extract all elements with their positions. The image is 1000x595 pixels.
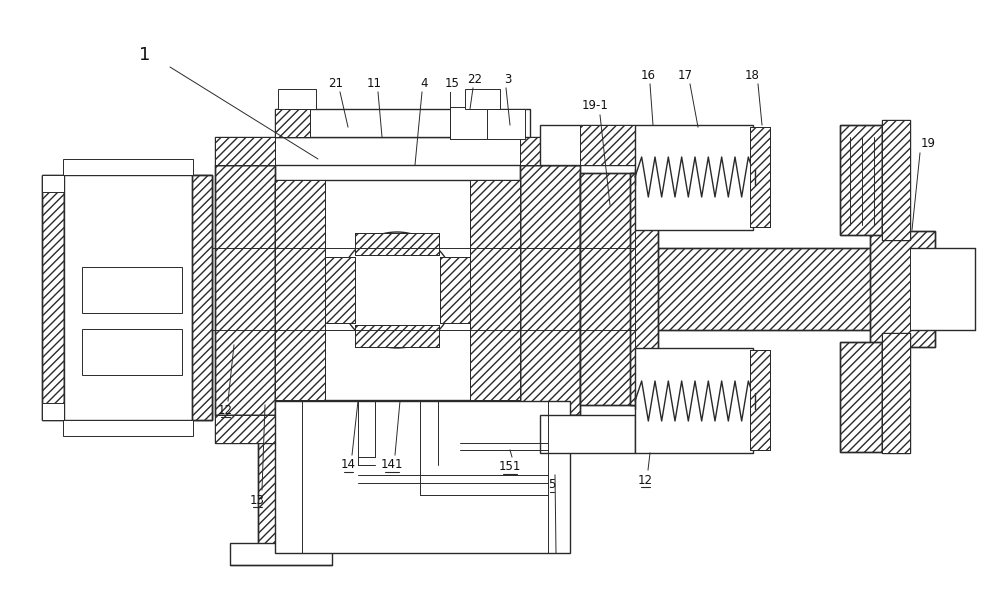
Bar: [882, 120, 910, 240]
Bar: [64, 175, 212, 420]
Bar: [465, 89, 500, 109]
Bar: [910, 248, 975, 330]
Bar: [750, 350, 770, 450]
Bar: [635, 248, 910, 330]
Bar: [325, 257, 355, 323]
Bar: [215, 165, 275, 415]
Bar: [258, 273, 302, 553]
Text: 12: 12: [218, 403, 233, 416]
Text: 15: 15: [445, 77, 459, 89]
Bar: [42, 403, 64, 420]
Text: 21: 21: [329, 77, 344, 89]
Bar: [840, 125, 882, 235]
Bar: [840, 342, 882, 452]
Bar: [192, 175, 212, 420]
Bar: [63, 420, 193, 436]
Text: 151: 151: [499, 461, 521, 474]
Bar: [470, 180, 520, 400]
Bar: [440, 257, 470, 323]
Bar: [882, 333, 910, 453]
Bar: [635, 248, 910, 330]
Bar: [870, 231, 935, 347]
Bar: [278, 89, 316, 109]
Bar: [635, 125, 753, 230]
Text: 17: 17: [678, 68, 692, 82]
Bar: [882, 333, 910, 453]
Bar: [42, 175, 64, 192]
Bar: [215, 165, 275, 415]
Bar: [275, 109, 530, 137]
Text: 19-1: 19-1: [582, 99, 608, 111]
Bar: [275, 401, 570, 553]
Text: 18: 18: [745, 68, 759, 82]
Bar: [275, 180, 325, 400]
Bar: [750, 350, 770, 450]
Bar: [355, 325, 439, 347]
Bar: [275, 180, 520, 400]
Bar: [355, 233, 439, 255]
Bar: [63, 159, 193, 175]
Bar: [470, 180, 520, 400]
Text: 5: 5: [548, 478, 556, 491]
Bar: [275, 180, 325, 400]
Bar: [275, 109, 310, 137]
Bar: [540, 125, 635, 165]
Bar: [520, 165, 580, 415]
Bar: [630, 173, 658, 405]
Bar: [520, 165, 580, 415]
Bar: [440, 257, 470, 323]
Bar: [82, 329, 182, 375]
Bar: [258, 273, 302, 553]
Bar: [215, 137, 580, 165]
Bar: [840, 342, 882, 452]
Bar: [870, 231, 935, 347]
Bar: [520, 415, 580, 443]
Bar: [840, 125, 882, 235]
Bar: [215, 137, 275, 165]
Text: 1: 1: [139, 46, 151, 64]
Bar: [882, 120, 910, 240]
Text: 141: 141: [381, 459, 403, 471]
Bar: [520, 415, 580, 443]
Bar: [215, 415, 275, 443]
Bar: [635, 348, 753, 453]
Text: 11: 11: [367, 77, 382, 89]
Bar: [192, 175, 212, 420]
Bar: [230, 543, 332, 565]
Text: 12: 12: [638, 474, 652, 487]
Text: 3: 3: [504, 73, 512, 86]
Bar: [215, 137, 275, 165]
Bar: [325, 257, 355, 323]
Bar: [275, 109, 310, 137]
Bar: [42, 175, 64, 420]
Text: 19: 19: [920, 136, 935, 149]
Bar: [487, 109, 525, 139]
Text: 14: 14: [341, 459, 356, 471]
Bar: [355, 325, 439, 347]
Bar: [42, 175, 64, 420]
Text: 22: 22: [468, 73, 482, 86]
Bar: [882, 333, 910, 453]
Bar: [215, 415, 275, 443]
Bar: [580, 125, 635, 165]
Text: 13: 13: [250, 493, 264, 506]
Text: 4: 4: [420, 77, 428, 89]
Bar: [750, 127, 770, 227]
Bar: [520, 137, 580, 165]
Bar: [580, 173, 635, 405]
Bar: [82, 267, 182, 313]
Bar: [450, 107, 488, 139]
Bar: [630, 173, 658, 405]
Bar: [520, 137, 580, 165]
Text: 16: 16: [640, 68, 656, 82]
Bar: [540, 415, 635, 453]
Bar: [355, 233, 439, 255]
Bar: [750, 127, 770, 227]
Bar: [580, 173, 635, 405]
Bar: [580, 125, 635, 165]
Bar: [215, 415, 580, 443]
Bar: [882, 120, 910, 240]
